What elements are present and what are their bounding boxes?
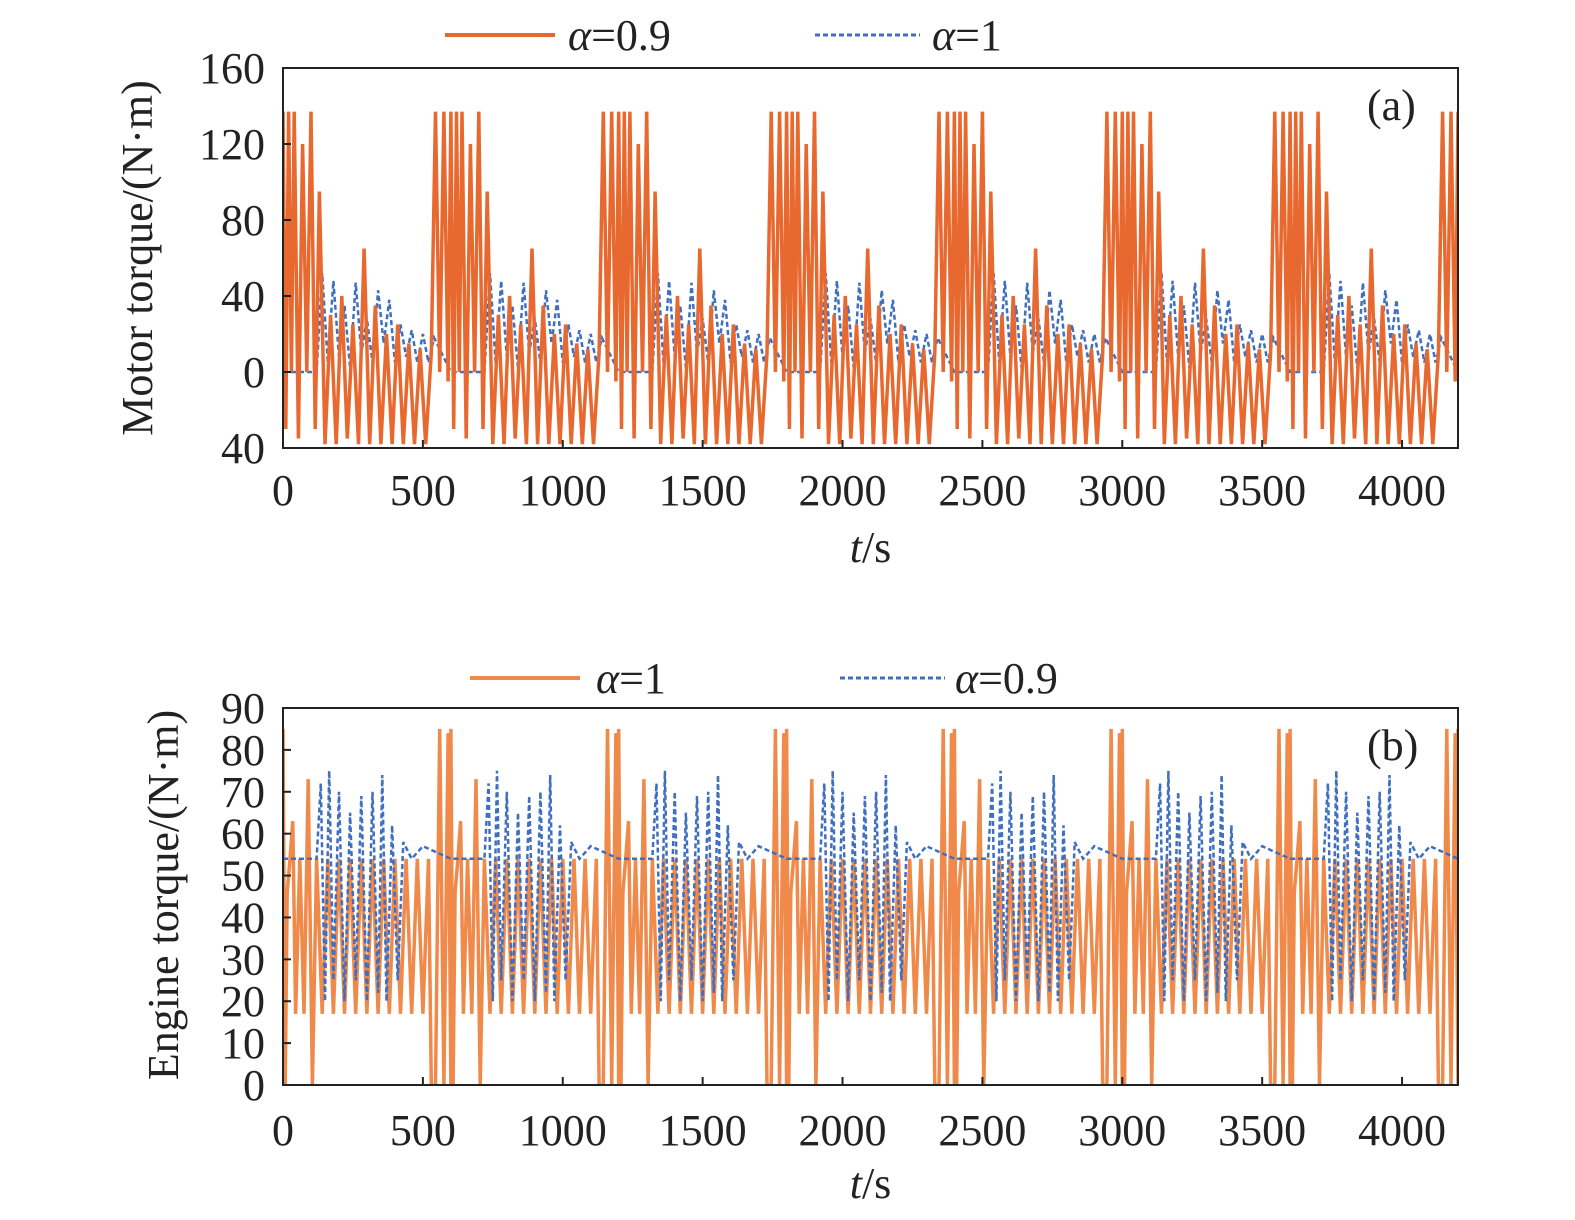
panel-b: 0 500 1000 1500 2000 2500 3000 3500 4000 01020304… xyxy=(139,654,1459,1208)
x-tick-label: 3000 xyxy=(1078,1106,1166,1155)
x-tick-label: 2000 xyxy=(799,466,887,515)
y-tick-label: 120 xyxy=(199,120,265,169)
plot-frame xyxy=(282,707,1459,1086)
x-tick-label: 2500 xyxy=(938,466,1026,515)
y-tick-label: 30 xyxy=(221,935,265,984)
x-tick-label: 0 xyxy=(272,466,294,515)
panel-a: 0 500 1000 1500 2000 2500 3000 3500 400040040801… xyxy=(113,11,1459,572)
y-tick-label: 40 xyxy=(221,424,265,473)
y-tick-label: 0 xyxy=(243,1061,265,1110)
series-line-1 xyxy=(283,111,1458,445)
x-tick-label: 500 xyxy=(390,1106,456,1155)
x-tick-label: 0 xyxy=(272,1106,294,1155)
legend-label: α=0.9 xyxy=(955,654,1058,703)
plot-area xyxy=(283,728,1458,1085)
x-tick-label: 4000 xyxy=(1358,1106,1446,1155)
x-tick-label: 1500 xyxy=(659,1106,747,1155)
x-tick-label: 3000 xyxy=(1078,466,1166,515)
y-tick-label: 50 xyxy=(221,852,265,901)
y-tick-label: 40 xyxy=(221,272,265,321)
plot-area xyxy=(283,111,1458,445)
series-line-2 xyxy=(283,770,1458,1002)
y-tick-label: 90 xyxy=(221,684,265,733)
x-tick-label: 1500 xyxy=(659,466,747,515)
y-axis-label: Engine torque/(N·m) xyxy=(139,710,188,1080)
panel-label: (a) xyxy=(1367,81,1416,130)
x-tick-label: 2500 xyxy=(938,1106,1026,1155)
x-tick-label: 4000 xyxy=(1358,466,1446,515)
legend-label: α=1 xyxy=(932,11,1002,60)
plot-frame xyxy=(282,67,1459,449)
x-tick-label: 500 xyxy=(390,466,456,515)
series-line-1 xyxy=(283,728,1458,1085)
y-tick-label: 160 xyxy=(199,44,265,93)
legend-label: α=1 xyxy=(596,654,666,703)
x-axis-label: t/s xyxy=(850,523,892,572)
x-tick-label: 3500 xyxy=(1218,1106,1306,1155)
x-tick-label: 1000 xyxy=(519,1106,607,1155)
y-tick-label: 0 xyxy=(243,348,265,397)
x-tick-label: 1000 xyxy=(519,466,607,515)
y-tick-label: 80 xyxy=(221,726,265,775)
legend-label: α=0.9 xyxy=(568,11,671,60)
y-tick-label: 80 xyxy=(221,196,265,245)
x-axis-label: t/s xyxy=(850,1159,892,1208)
y-tick-label: 40 xyxy=(221,893,265,942)
y-tick-label: 60 xyxy=(221,810,265,859)
y-tick-label: 70 xyxy=(221,768,265,817)
panel-label: (b) xyxy=(1367,721,1418,770)
y-tick-label: 10 xyxy=(221,1019,265,1068)
y-tick-label: 20 xyxy=(221,977,265,1026)
x-tick-label: 2000 xyxy=(799,1106,887,1155)
y-axis-label: Motor torque/(N·m) xyxy=(113,80,162,436)
x-tick-label: 3500 xyxy=(1218,466,1306,515)
